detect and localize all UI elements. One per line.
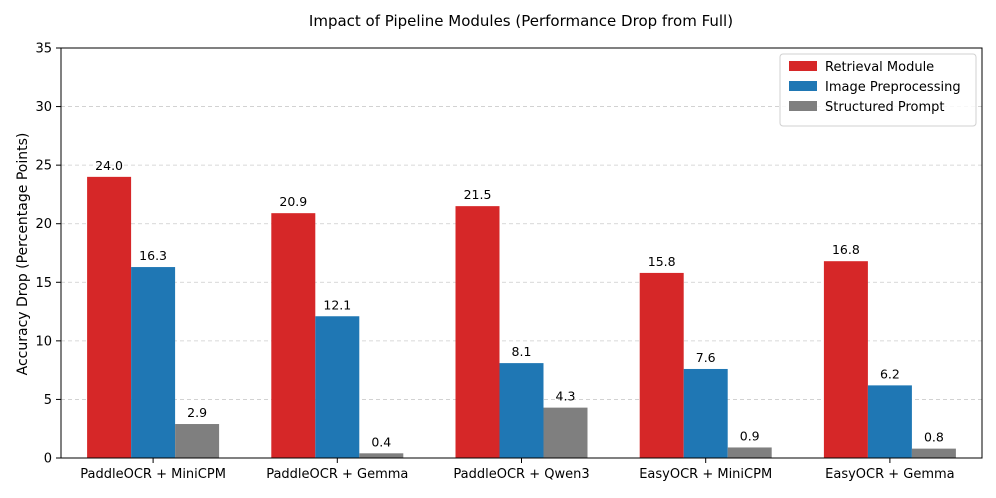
bar-structured-prompt: [727, 447, 772, 458]
bar-value-label: 0.9: [740, 428, 760, 443]
y-tick-label: 35: [35, 42, 52, 57]
legend-label: Image Preprocessing: [825, 80, 961, 95]
y-axis-ticks: 0 5 10 15 20 25 30 35: [35, 42, 61, 467]
bar-retrieval-module: [455, 206, 500, 458]
y-tick-label: 10: [35, 334, 52, 349]
bar-value-label: 0.4: [371, 434, 391, 449]
y-tick-label: 15: [35, 276, 52, 291]
bar-value-label: 24.0: [95, 158, 123, 173]
bar-value-label: 6.2: [880, 366, 900, 381]
y-tick-label: 25: [35, 159, 52, 174]
bar-structured-prompt: [911, 448, 956, 458]
bar-value-label: 4.3: [556, 389, 576, 404]
y-tick-label: 5: [44, 393, 52, 408]
bar-value-label: 0.8: [924, 430, 944, 445]
bar-image-preprocessing: [131, 267, 176, 458]
bar-value-label: 15.8: [648, 254, 676, 269]
y-tick-label: 30: [35, 100, 52, 115]
bar-retrieval-module: [271, 213, 316, 458]
bar-retrieval-module: [639, 272, 684, 458]
x-axis-ticks: PaddleOCR + MiniCPM PaddleOCR + Gemma Padd…: [80, 458, 955, 482]
chart-title: Impact of Pipeline Modules (Performance …: [309, 12, 733, 30]
x-tick-label: PaddleOCR + MiniCPM: [80, 467, 226, 482]
bar-value-label: 12.1: [323, 297, 351, 312]
y-axis-title: Accuracy Drop (Percentage Points): [15, 133, 31, 376]
legend-swatch: [789, 81, 817, 91]
x-tick-label: PaddleOCR + Gemma: [266, 467, 408, 482]
bars: [87, 176, 956, 458]
x-tick-label: EasyOCR + Gemma: [825, 467, 955, 482]
y-tick-label: 20: [35, 217, 52, 232]
legend-label: Structured Prompt: [825, 100, 945, 115]
bar-image-preprocessing: [867, 385, 912, 458]
bar-image-preprocessing: [499, 363, 544, 458]
x-tick-label: EasyOCR + MiniCPM: [639, 467, 772, 482]
bar-image-preprocessing: [315, 316, 360, 458]
bar-value-label: 7.6: [696, 350, 716, 365]
legend-box: [779, 53, 977, 127]
bar-value-label: 20.9: [279, 194, 307, 209]
bar-value-label: 21.5: [464, 187, 492, 202]
y-tick-label: 0: [44, 452, 52, 467]
bar-structured-prompt: [175, 424, 220, 458]
bar-value-label: 2.9: [187, 405, 207, 420]
bar-value-labels: 24.0 16.3 2.9 20.9 12.1 0.4 21.5 8.1 4.3 15.8 7.6 0…: [95, 158, 944, 449]
bar-value-label: 16.8: [832, 242, 860, 257]
bar-image-preprocessing: [683, 368, 728, 458]
bar-structured-prompt: [543, 407, 588, 458]
bar-value-label: 8.1: [512, 344, 532, 359]
bar-retrieval-module: [823, 261, 868, 458]
bar-structured-prompt: [359, 453, 404, 458]
bar-value-label: 16.3: [139, 248, 167, 263]
legend-label: Retrieval Module: [825, 60, 934, 75]
bar-retrieval-module: [87, 176, 132, 458]
legend-swatch: [789, 101, 817, 111]
legend: Retrieval Module Image Preprocessing Struc…: [779, 53, 977, 127]
legend-swatch: [789, 61, 817, 71]
x-tick-label: PaddleOCR + Qwen3: [453, 467, 589, 482]
